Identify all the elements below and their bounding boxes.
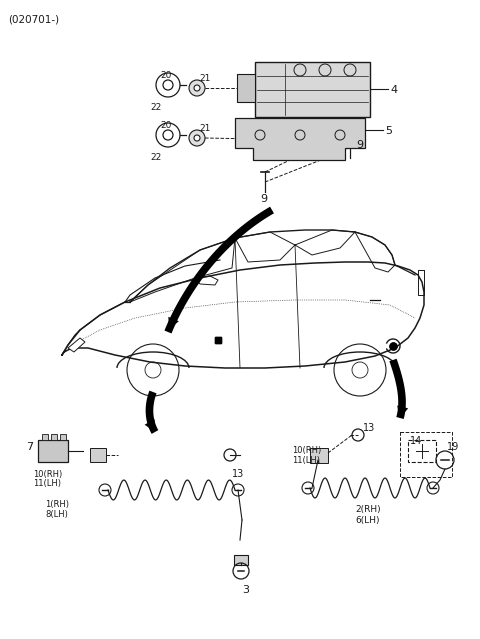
Bar bbox=[234, 555, 248, 565]
Bar bbox=[310, 448, 328, 463]
Text: 11(LH): 11(LH) bbox=[33, 479, 61, 488]
Circle shape bbox=[189, 130, 205, 146]
Text: 22: 22 bbox=[150, 153, 161, 162]
Text: 22: 22 bbox=[150, 103, 161, 112]
Text: 9: 9 bbox=[356, 140, 363, 150]
Text: 1(RH): 1(RH) bbox=[45, 500, 69, 509]
Text: 13: 13 bbox=[363, 423, 375, 433]
Text: 10(RH): 10(RH) bbox=[33, 470, 62, 479]
Text: 20: 20 bbox=[160, 121, 171, 130]
Bar bbox=[38, 440, 68, 462]
Polygon shape bbox=[235, 118, 365, 160]
Bar bbox=[51, 434, 57, 440]
Text: 13: 13 bbox=[232, 469, 244, 479]
Bar bbox=[60, 434, 66, 440]
Bar bbox=[237, 74, 255, 102]
Text: 21: 21 bbox=[199, 124, 210, 133]
Bar bbox=[400, 432, 452, 477]
Text: 6(LH): 6(LH) bbox=[355, 516, 380, 525]
Text: 11(LH): 11(LH) bbox=[292, 456, 320, 465]
Text: (020701-): (020701-) bbox=[8, 14, 59, 24]
Text: 2(RH): 2(RH) bbox=[355, 505, 381, 514]
Bar bbox=[255, 62, 370, 117]
Text: 20: 20 bbox=[160, 71, 171, 80]
Text: 8(LH): 8(LH) bbox=[45, 510, 68, 519]
Text: 5: 5 bbox=[385, 126, 392, 136]
Polygon shape bbox=[68, 338, 85, 352]
Text: 14: 14 bbox=[410, 436, 422, 446]
Text: 7: 7 bbox=[26, 442, 33, 452]
Text: 19: 19 bbox=[447, 442, 459, 452]
Bar bbox=[90, 448, 106, 462]
Text: 4: 4 bbox=[390, 85, 397, 95]
Circle shape bbox=[189, 80, 205, 96]
Text: 10(RH): 10(RH) bbox=[292, 446, 321, 455]
Text: 3: 3 bbox=[242, 585, 249, 595]
Circle shape bbox=[194, 85, 200, 91]
Bar bbox=[42, 434, 48, 440]
Circle shape bbox=[194, 135, 200, 141]
Text: 9: 9 bbox=[260, 194, 267, 204]
Bar bbox=[408, 440, 436, 462]
Text: 21: 21 bbox=[199, 74, 210, 83]
